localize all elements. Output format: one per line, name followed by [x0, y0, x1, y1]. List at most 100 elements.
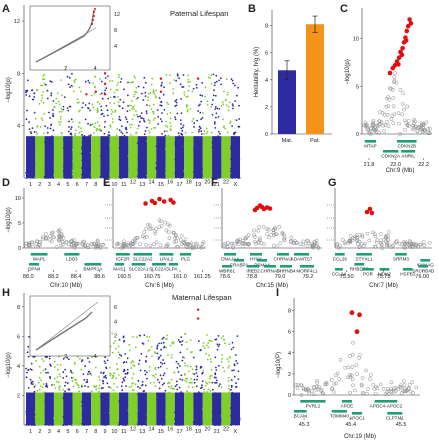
- lead-snp: [387, 70, 393, 76]
- ytick-label: 0: [288, 393, 291, 399]
- gene-bar: [379, 268, 390, 271]
- gene-bar: [133, 253, 153, 256]
- xtick-label: 17: [176, 182, 182, 188]
- panel-e-label: E: [103, 177, 110, 189]
- xtick-label: 7: [85, 429, 88, 435]
- chr-22-band: [221, 136, 231, 178]
- gene-label: RHBDD2: [350, 267, 369, 272]
- inset-ytick: 4: [114, 319, 117, 325]
- inset-xtick: 4: [94, 66, 97, 72]
- ytick-label: 8: [265, 24, 268, 30]
- xtick-label: 22: [223, 427, 229, 433]
- lead-snp: [367, 206, 373, 212]
- panel-f-label: F: [211, 177, 218, 189]
- chr-14-band: [146, 136, 157, 178]
- xtick-label: 5: [66, 182, 69, 188]
- xtick-label: 11: [121, 429, 127, 435]
- xtick-label: 3: [48, 182, 51, 188]
- chr-17-band: [174, 136, 185, 178]
- chr-5-band: [63, 136, 73, 178]
- panel-d-label: D: [2, 177, 10, 189]
- gene-label: SRCRB4D: [412, 269, 435, 274]
- xtick-label: 8: [94, 429, 97, 435]
- xtick-label: 19: [195, 182, 201, 188]
- chr-1-band: [26, 392, 36, 425]
- panel-b-ylabel: Heritability, h²g (%): [254, 47, 260, 98]
- lead-snp: [408, 21, 414, 26]
- panel-i-xlabel: Chr:19 (Mb): [344, 434, 376, 440]
- gene-label: PVRL2: [306, 404, 321, 409]
- chr-6-band: [72, 136, 82, 178]
- panel-a-title: Paternal Lifespan: [170, 9, 228, 18]
- ytick-label: 4: [288, 351, 291, 357]
- lead-snp: [267, 206, 273, 211]
- lead-snp: [396, 55, 402, 60]
- panel-i-label: I: [276, 287, 279, 299]
- lead-snp: [404, 28, 410, 34]
- chr-7-band: [81, 136, 92, 178]
- ytick-label: 4: [265, 78, 268, 84]
- peak-point: [159, 77, 163, 80]
- panel-i-regional-plot: [294, 310, 419, 397]
- gene-label: MORF4L1: [296, 269, 318, 274]
- chr-19-band: [193, 392, 203, 425]
- bar-mat: [278, 70, 296, 134]
- xtick-label: 8: [94, 182, 97, 188]
- chr-7-band: [81, 392, 92, 425]
- gene-label: DNAJA4: [221, 257, 239, 262]
- gene-bar: [335, 253, 345, 256]
- gene-label: HYKK: [250, 257, 263, 262]
- gene-label: PLG: [181, 257, 191, 262]
- xtick-label: 18: [186, 180, 192, 186]
- panel-b-yticks: 0 2 4 6 8: [265, 24, 272, 138]
- chr-12-band: [128, 392, 138, 425]
- chr-18-band: [184, 136, 194, 178]
- gray-snps: [335, 230, 432, 250]
- gene-label: MTAP: [364, 144, 376, 149]
- peak-point: [103, 72, 107, 75]
- gene-label: LDB3: [66, 257, 78, 262]
- gene-bar: [331, 410, 347, 413]
- xtick-label: 6: [76, 182, 79, 188]
- panel-c-ylabel: −log10(p): [345, 59, 351, 85]
- xtick-label: 20: [204, 427, 210, 433]
- lead-snp: [403, 38, 409, 43]
- chr-9-band: [100, 392, 110, 425]
- chr-9-band: [100, 136, 110, 178]
- xtick-label: 11: [121, 182, 127, 188]
- gene-bar: [418, 265, 429, 268]
- gene-bar: [300, 400, 326, 403]
- panel-a-ylabel: −log10(p): [6, 77, 12, 103]
- chr-20-band: [202, 136, 213, 178]
- gene-bar: [224, 253, 236, 256]
- peak-point: [196, 317, 200, 320]
- gene-bar: [131, 263, 146, 266]
- xtick-label: 20: [204, 180, 210, 186]
- chr-8-band: [91, 136, 101, 178]
- gene-label: WAPL: [33, 257, 46, 262]
- gene-bar: [250, 253, 262, 256]
- xtick-label: 78.8: [247, 274, 258, 280]
- gene-bar: [383, 150, 399, 153]
- panel-a-xticks: 1 2 3 4 5 6 7 8 9 10 11 13 15 17 19 21 X 12 14 16 18 20 22: [29, 180, 237, 189]
- xtick-label: 14: [149, 180, 155, 186]
- gene-bar: [354, 263, 365, 266]
- qq-top-point: [93, 15, 95, 17]
- xtick-label: 7: [85, 182, 88, 188]
- gene-label: CDKN2A: [381, 154, 401, 159]
- gene-label: BMPR1A: [83, 267, 103, 272]
- ytick-label: 0: [356, 132, 359, 138]
- lead-snp: [152, 200, 158, 206]
- chr-16-band: [165, 136, 175, 178]
- chr-8-band: [91, 392, 101, 425]
- gene-label: OPN4: [28, 267, 41, 272]
- panel-a-manhattan: [25, 17, 241, 179]
- gene-bar: [362, 268, 374, 271]
- gene-label: STYXL1: [356, 257, 374, 262]
- panel-g: CCL26STYXL1SRRM3YWHAGRHBDD2CCL24PORMDH2H…: [327, 188, 435, 289]
- panel-e-xlabel: Chr:6 (Mb): [145, 283, 174, 289]
- gene-label: SLC22A3: [149, 267, 169, 272]
- peak-point: [85, 93, 88, 96]
- gene-label: WDR61: [219, 269, 236, 274]
